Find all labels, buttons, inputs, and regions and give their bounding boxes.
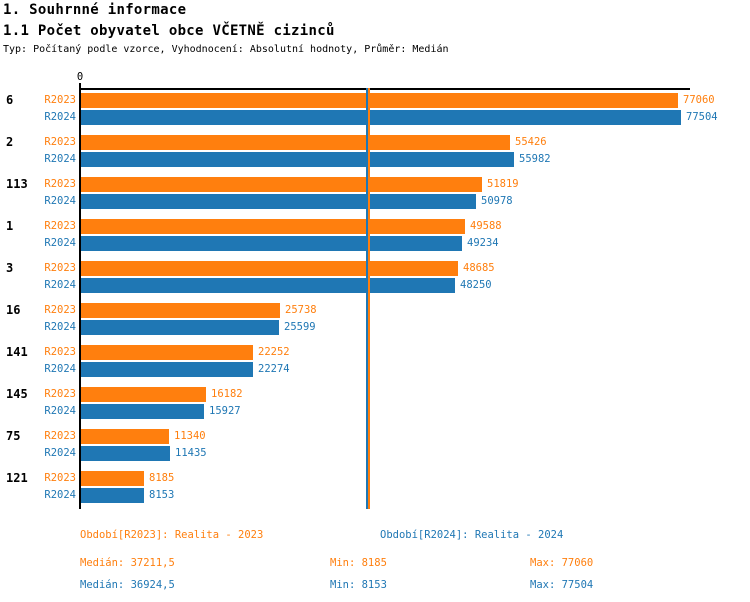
bar-r2024 <box>81 404 204 419</box>
series-label-r2024: R2024 <box>44 489 76 501</box>
series-label-r2023: R2023 <box>44 220 76 232</box>
bar-value-label: 16182 <box>211 388 243 400</box>
bar-r2023 <box>81 471 144 486</box>
category-label: 3 <box>6 261 14 275</box>
bar-value-label: 15927 <box>209 405 241 417</box>
bar-value-label: 25738 <box>285 304 317 316</box>
bar-value-label: 49588 <box>470 220 502 232</box>
bar-r2023 <box>81 261 458 276</box>
bar-r2024 <box>81 320 279 335</box>
series-label-r2024: R2024 <box>44 363 76 375</box>
series-label-r2023: R2023 <box>44 262 76 274</box>
bar-value-label: 55982 <box>519 153 551 165</box>
bar-value-label: 22252 <box>258 346 290 358</box>
series-label-r2023: R2023 <box>44 388 76 400</box>
bar-value-label: 55426 <box>515 136 547 148</box>
bar-r2023 <box>81 219 465 234</box>
series-label-r2023: R2023 <box>44 94 76 106</box>
bar-value-label: 51819 <box>487 178 519 190</box>
bar-value-label: 11340 <box>174 430 206 442</box>
x-axis-line <box>80 88 690 90</box>
bar-value-label: 49234 <box>467 237 499 249</box>
bar-value-label: 48685 <box>463 262 495 274</box>
series-label-r2023: R2023 <box>44 430 76 442</box>
bar-r2024 <box>81 362 253 377</box>
series-label-r2023: R2023 <box>44 136 76 148</box>
section-title: 1.1 Počet obyvatel obce VČETNĚ cizinců <box>3 23 335 39</box>
series-label-r2024: R2024 <box>44 195 76 207</box>
bar-value-label: 48250 <box>460 279 492 291</box>
median-line-r2024 <box>365 88 368 509</box>
chart-meta-line: Typ: Počítaný podle vzorce, Vyhodnocení:… <box>3 44 449 55</box>
bar-r2023 <box>81 429 169 444</box>
bar-r2023 <box>81 345 253 360</box>
stat-max-r2023: Max: 77060 <box>530 557 594 569</box>
bar-r2023 <box>81 303 280 318</box>
series-label-r2023: R2023 <box>44 304 76 316</box>
bar-r2023 <box>81 177 482 192</box>
series-label-r2024: R2024 <box>44 237 76 249</box>
series-label-r2024: R2024 <box>44 279 76 291</box>
series-label-r2023: R2023 <box>44 178 76 190</box>
bar-value-label: 77504 <box>686 111 718 123</box>
bar-value-label: 8185 <box>149 472 175 484</box>
stat-median-r2024: Medián: 36924,5 <box>80 579 175 591</box>
bar-value-label: 25599 <box>284 321 316 333</box>
bar-r2023 <box>81 93 678 108</box>
category-label: 145 <box>6 387 28 401</box>
series-label-r2024: R2024 <box>44 321 76 333</box>
category-label: 121 <box>6 471 28 485</box>
bar-r2023 <box>81 135 510 150</box>
bar-value-label: 22274 <box>258 363 290 375</box>
report-title: 1. Souhrnné informace <box>3 2 187 18</box>
bar-r2024 <box>81 488 144 503</box>
bar-r2024 <box>81 236 462 251</box>
legend-r2023: Období[R2023]: Realita - 2023 <box>80 529 264 541</box>
y-axis-line <box>79 83 81 509</box>
stat-min-r2024: Min: 8153 <box>330 579 387 591</box>
series-label-r2023: R2023 <box>44 346 76 358</box>
bar-r2024 <box>81 110 681 125</box>
bar-r2024 <box>81 194 476 209</box>
bar-r2024 <box>81 278 455 293</box>
bar-value-label: 77060 <box>683 94 715 106</box>
series-label-r2023: R2023 <box>44 472 76 484</box>
bar-value-label: 11435 <box>175 447 207 459</box>
stat-min-r2023: Min: 8185 <box>330 557 387 569</box>
series-label-r2024: R2024 <box>44 111 76 123</box>
bar-value-label: 50978 <box>481 195 513 207</box>
category-label: 6 <box>6 93 14 107</box>
stat-median-r2023: Medián: 37211,5 <box>80 557 175 569</box>
bar-value-label: 8153 <box>149 489 175 501</box>
series-label-r2024: R2024 <box>44 153 76 165</box>
category-label: 113 <box>6 177 28 191</box>
category-label: 2 <box>6 135 14 149</box>
x-axis-zero-tick-label: 0 <box>76 71 84 83</box>
bar-r2024 <box>81 446 170 461</box>
legend-r2024: Období[R2024]: Realita - 2024 <box>380 529 564 541</box>
bar-r2023 <box>81 387 206 402</box>
series-label-r2024: R2024 <box>44 405 76 417</box>
bar-r2024 <box>81 152 514 167</box>
category-label: 1 <box>6 219 14 233</box>
series-label-r2024: R2024 <box>44 447 76 459</box>
category-label: 141 <box>6 345 28 359</box>
stat-max-r2024: Max: 77504 <box>530 579 594 591</box>
median-line-r2023 <box>368 88 371 509</box>
category-label: 75 <box>6 429 21 443</box>
category-label: 16 <box>6 303 21 317</box>
